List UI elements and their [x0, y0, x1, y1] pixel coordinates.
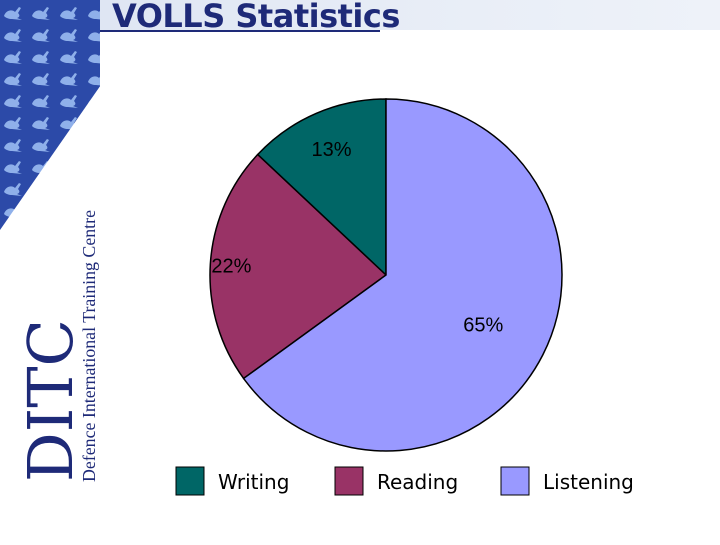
data-label-reading: 22%	[211, 255, 251, 277]
page-title: VOLLS Statistics	[112, 0, 400, 35]
ditc-logo-text: DITC	[14, 319, 87, 482]
data-label-writing: 13%	[311, 139, 351, 161]
legend: Writing Reading Listening	[175, 466, 634, 496]
pie-slice-reading	[209, 153, 388, 380]
ditc-logo-subtitle: Defence International Training Centre	[79, 210, 99, 482]
pie-slice-listening	[242, 98, 563, 452]
legend-label-reading: Reading	[377, 470, 458, 494]
legend-swatch-reading	[334, 466, 364, 496]
legend-swatch-writing	[175, 466, 205, 496]
title-bar	[100, 0, 720, 30]
pie-slices	[209, 98, 563, 452]
data-label-listening: 65%	[463, 315, 503, 337]
title-underline	[100, 30, 380, 32]
legend-label-writing: Writing	[218, 470, 289, 494]
pie-slice-writing	[256, 98, 387, 277]
legend-swatch-listening	[500, 466, 530, 496]
legend-label-listening: Listening	[543, 470, 634, 494]
pie-data-labels: 13% 22% 65%	[211, 139, 503, 337]
